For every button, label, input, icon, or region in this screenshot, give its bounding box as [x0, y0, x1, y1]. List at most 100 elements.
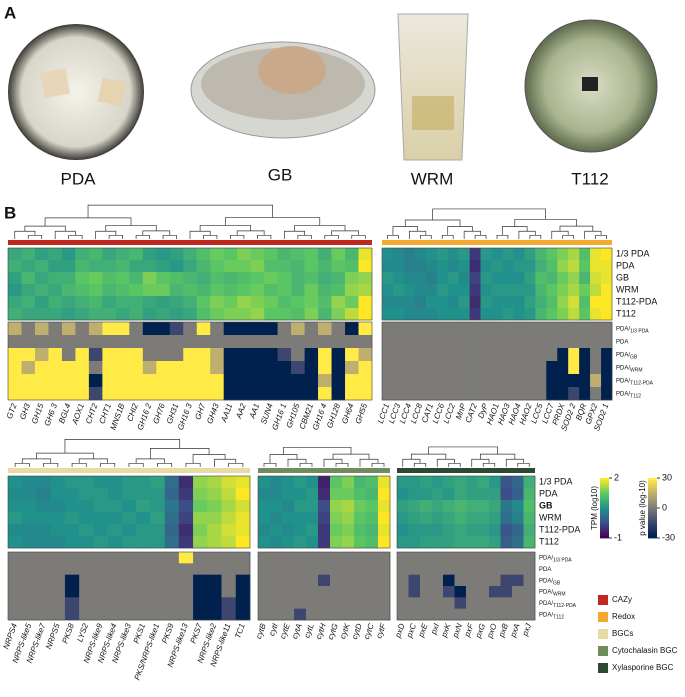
- ratio-cell: [115, 322, 130, 336]
- tpm-cell: [282, 524, 295, 537]
- tpm-cell: [512, 488, 524, 501]
- tpm-cell: [502, 308, 514, 321]
- tpm-cell: [431, 524, 444, 537]
- ratio-cell: [489, 574, 501, 587]
- ratio-cell: [420, 563, 432, 575]
- tpm-cell: [277, 308, 292, 321]
- tpm-cell: [88, 284, 103, 297]
- ratio-cell: [590, 348, 602, 362]
- ratio-cell: [277, 374, 292, 388]
- column-label: pxJ: [520, 621, 533, 638]
- tpm-cell: [601, 272, 613, 285]
- ratio-cell: [8, 348, 22, 362]
- ratio-row-sub: WRM: [553, 592, 566, 598]
- tpm-cell: [304, 248, 319, 261]
- ratio-cell: [277, 322, 292, 336]
- ratio-cell: [75, 374, 90, 388]
- tpm-cell: [93, 488, 108, 501]
- ratio-cell: [512, 563, 524, 575]
- ratio-cell: [546, 348, 558, 362]
- ratio-cell: [115, 335, 130, 349]
- tpm-cell: [156, 248, 171, 261]
- ratio-cell: [378, 586, 391, 598]
- tpm-cell: [403, 260, 416, 273]
- ratio-cell: [304, 361, 319, 375]
- tpm-cell: [546, 284, 558, 297]
- ratio-cell: [183, 387, 198, 401]
- tpm-cell: [331, 260, 346, 273]
- ratio-cell: [196, 374, 211, 388]
- ratio-cell: [210, 322, 225, 336]
- tpm-cell: [107, 476, 123, 489]
- tpm-cell: [156, 284, 171, 297]
- tpm-cell: [466, 488, 478, 501]
- tpm-cell: [318, 248, 332, 261]
- ratio-cell: [8, 322, 22, 336]
- ratio-cell: [431, 597, 444, 609]
- legend-label: Xylasporine BGC: [612, 663, 674, 672]
- tpm-cell: [250, 296, 265, 309]
- ratio-cell: [235, 608, 251, 621]
- tpm-cell: [21, 308, 36, 321]
- ratio-cell: [392, 374, 405, 388]
- ratio-cell: [590, 387, 602, 401]
- legend-label: BGCs: [612, 629, 633, 638]
- tpm-cell: [557, 296, 569, 309]
- ratio-cell: [22, 552, 37, 564]
- ratio-row-main: PDA/: [616, 391, 630, 397]
- ratio-cell: [102, 322, 117, 336]
- tpm-cell: [431, 500, 444, 513]
- ratio-cell: [277, 361, 292, 375]
- ratio-cell: [568, 374, 580, 388]
- ratio-cell: [34, 348, 49, 362]
- ratio-cell: [382, 335, 394, 349]
- ratio-cell: [477, 563, 490, 575]
- tpm-cell: [491, 308, 503, 321]
- ratio-cell: [568, 335, 580, 349]
- ratio-cell: [156, 374, 171, 388]
- ratio-cell: [36, 552, 52, 564]
- tpm-cell: [193, 500, 208, 513]
- tpm-cell: [115, 248, 130, 261]
- ratio-cell: [250, 374, 265, 388]
- tpm-cell: [331, 308, 346, 321]
- ratio-cell: [535, 374, 547, 388]
- ratio-cell: [382, 348, 394, 362]
- tpm-cell: [196, 296, 211, 309]
- tpm-cell: [102, 272, 117, 285]
- ratio-cell: [221, 563, 237, 575]
- ratio-cell: [193, 563, 208, 575]
- ratio-cell: [61, 387, 76, 401]
- ratio-row-sub: T112: [553, 615, 564, 621]
- ratio-colorbar-gradient: [648, 536, 657, 539]
- ratio-cell: [61, 348, 76, 362]
- tpm-cell: [156, 308, 171, 321]
- tpm-cell: [535, 260, 547, 273]
- ratio-cell: [50, 586, 66, 598]
- ratio-cell: [469, 322, 481, 336]
- ratio-row-label: PDA: [616, 339, 628, 345]
- ratio-cell: [358, 387, 373, 401]
- tpm-cell: [102, 260, 117, 273]
- tpm-cell: [8, 500, 23, 513]
- ratio-cell: [330, 597, 343, 609]
- ratio-cell: [318, 374, 332, 388]
- ratio-cell: [21, 335, 36, 349]
- ratio-cell: [64, 552, 80, 564]
- ratio-colorbar-gradient: [648, 504, 657, 507]
- ratio-cell: [523, 563, 536, 575]
- tpm-cell: [196, 284, 211, 297]
- ratio-colorbar-gradient: [648, 530, 657, 533]
- ratio-cell: [8, 361, 22, 375]
- row-label: T112: [539, 536, 559, 546]
- ratio-cell: [235, 552, 251, 564]
- ratio-cell: [306, 563, 319, 575]
- tpm-cell: [129, 260, 144, 273]
- ratio-cell: [524, 322, 536, 336]
- column-label: pxI: [429, 622, 442, 637]
- tpm-cell: [36, 488, 52, 501]
- ratio-cell: [443, 586, 455, 598]
- ratio-cell: [601, 374, 613, 388]
- ratio-cell: [502, 348, 514, 362]
- dendrogram: [150, 448, 210, 459]
